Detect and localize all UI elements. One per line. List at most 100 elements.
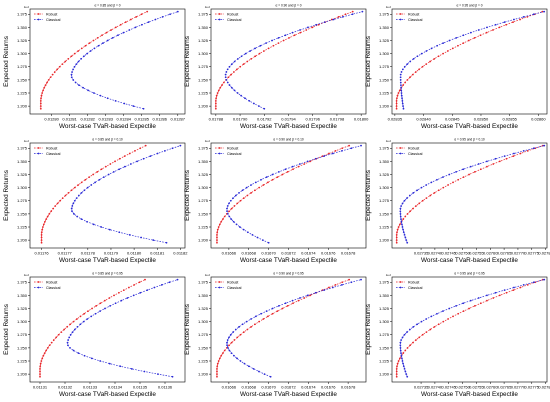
data-point-robust (83, 312, 86, 315)
data-point-classical (86, 186, 89, 189)
data-point-robust (105, 31, 108, 34)
data-point-classical (230, 218, 233, 221)
data-point-classical (503, 289, 506, 292)
data-point-robust (254, 55, 257, 58)
data-point-classical (157, 373, 159, 376)
y-axis-label: Expected Returns (184, 170, 191, 221)
x-tick-label: 0.02850 (474, 117, 489, 122)
data-point-robust (276, 176, 279, 179)
data-point-classical (400, 84, 402, 87)
y-tick-label: 1.275 (17, 198, 28, 203)
subplot-9: α = 0.95 and β = 0.95 1.200 1.225 1.250 1.27… (365, 272, 550, 399)
legend-marker-robust (218, 281, 221, 283)
data-point-robust (214, 107, 217, 110)
legend-label-robust: Robust (46, 146, 57, 150)
data-point-robust (473, 170, 476, 173)
y-tick-label: 1.375 (379, 146, 390, 151)
y-tick-label: 1.325 (17, 172, 28, 177)
plot-area (29, 276, 186, 383)
data-point-robust (40, 231, 43, 234)
data-point-classical (225, 71, 228, 73)
data-point-robust (101, 34, 103, 37)
data-point-robust (48, 212, 51, 215)
data-point-robust (216, 92, 219, 94)
x-axis-label: Worst-case TVaR-based Expectile (421, 123, 518, 130)
data-point-classical (403, 233, 406, 236)
data-point-robust (462, 176, 465, 179)
legend-marker-robust (218, 147, 221, 149)
x-tick-label: 0.01283 (98, 117, 113, 122)
data-point-robust (351, 10, 354, 13)
data-point-robust (334, 149, 337, 152)
data-point-robust (79, 315, 82, 318)
data-point-robust (135, 15, 138, 18)
data-point-robust (216, 370, 218, 373)
data-point-robust (129, 18, 132, 21)
data-point-classical (258, 105, 260, 108)
x-tick-label: 0.02740 (428, 385, 443, 390)
data-point-classical (403, 367, 406, 370)
data-point-robust (425, 63, 428, 66)
data-point-classical (92, 223, 95, 226)
data-point-classical (455, 170, 457, 173)
legend-marker-robust (37, 13, 40, 15)
data-point-robust (39, 107, 42, 110)
x-tick-label: 0.01668 (242, 251, 257, 256)
data-point-classical (254, 315, 257, 318)
legend-label-robust: Robust (227, 146, 238, 150)
y-tick-label: 1.375 (379, 280, 390, 285)
data-point-classical (513, 152, 515, 155)
data-point-classical (176, 278, 179, 281)
y-tick-label: 1.375 (17, 12, 28, 17)
data-point-robust (271, 178, 274, 181)
data-point-classical (246, 231, 249, 234)
data-point-classical (106, 97, 109, 100)
data-point-robust (512, 289, 515, 292)
data-point-robust (281, 173, 284, 176)
data-point-robust (303, 163, 306, 165)
data-point-classical (277, 170, 280, 173)
data-point-classical (254, 47, 256, 50)
data-point-robust (67, 57, 70, 60)
data-point-classical (442, 176, 444, 179)
data-point-robust (262, 184, 265, 186)
data-point-robust (437, 323, 440, 326)
data-point-classical (513, 18, 515, 21)
data-point-robust (479, 302, 482, 305)
data-point-classical (401, 223, 403, 226)
y-tick-label: 1.350 (198, 293, 209, 298)
data-point-classical (399, 344, 402, 347)
x-tick-label: 0.02845 (445, 117, 460, 122)
data-point-classical (226, 68, 229, 71)
data-point-classical (455, 304, 457, 307)
data-point-robust (309, 294, 312, 297)
data-point-robust (239, 65, 242, 68)
x-tick-label: 0.02740 (428, 251, 443, 256)
data-point-robust (88, 42, 91, 45)
data-point-classical (402, 231, 405, 234)
data-point-robust (59, 199, 61, 202)
data-point-classical (240, 94, 243, 97)
data-point-robust (43, 352, 46, 355)
data-point-classical (256, 236, 259, 239)
y-tick-label: 1.250 (198, 345, 209, 350)
data-point-classical (401, 226, 404, 228)
data-point-robust (541, 10, 544, 13)
data-point-robust (395, 370, 398, 373)
data-point-classical (79, 323, 82, 326)
series-line-robust (41, 145, 146, 243)
y-tick-label: 1.300 (17, 319, 28, 324)
data-point-robust (216, 367, 218, 370)
data-point-classical (323, 289, 325, 292)
y-tick-label: 1.350 (379, 25, 390, 30)
data-point-robust (452, 181, 454, 184)
data-point-classical (70, 73, 73, 76)
y-axis-label: Expected Returns (184, 36, 191, 87)
data-point-classical (277, 36, 280, 39)
data-point-robust (397, 360, 400, 362)
data-point-robust (217, 89, 220, 92)
data-point-robust (216, 236, 218, 239)
data-point-classical (233, 60, 236, 63)
data-point-classical (401, 357, 403, 360)
data-point-robust (48, 344, 51, 347)
